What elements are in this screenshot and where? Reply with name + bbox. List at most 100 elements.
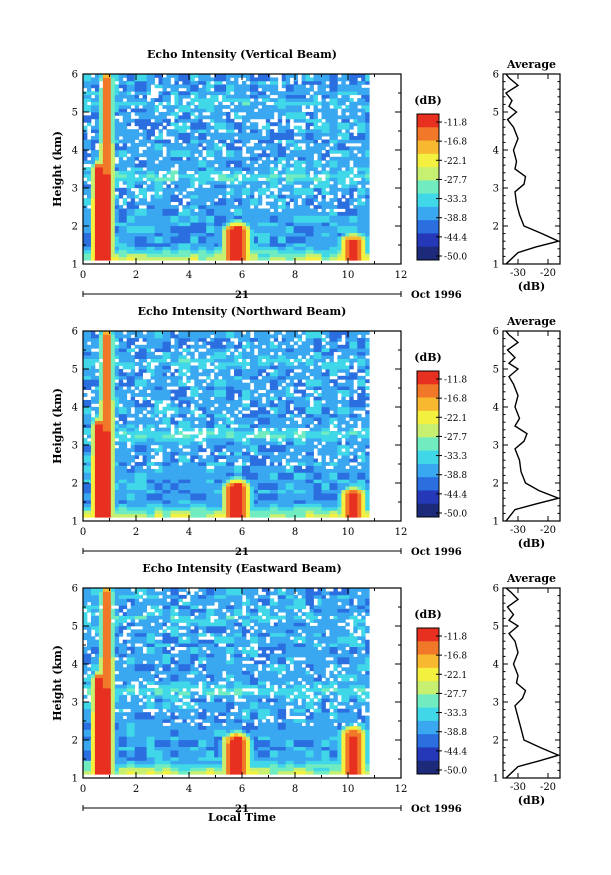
x-tick-label: 2 xyxy=(133,527,139,538)
profile-frame xyxy=(502,587,561,779)
profile-frame xyxy=(502,330,561,522)
y-tick-label: 4 xyxy=(72,146,78,157)
colorbar-tick-label: -16.8 xyxy=(444,652,467,662)
y-tick-label: 5 xyxy=(72,108,78,119)
colorbar-tick-label: -16.8 xyxy=(444,138,467,148)
profile-x-tick-label: -30 xyxy=(510,782,526,793)
x-tick-label: 10 xyxy=(342,784,355,795)
profile-title: Average xyxy=(506,58,556,71)
profile-panel: Average 1 2 3 4 5 6 -30 -20(dB) xyxy=(493,572,561,807)
colorbar-tick-label: -38.8 xyxy=(444,728,467,738)
colorbar-unit: (dB) xyxy=(414,94,441,107)
profile-y-tick-label: 5 xyxy=(493,365,499,376)
profile-panel: Average 1 2 3 4 5 6 -30 -20(dB) xyxy=(493,58,561,293)
profile-panel: Average 1 2 3 4 5 6 -30 -20(dB) xyxy=(493,315,561,550)
profile-y-tick-label: 1 xyxy=(493,774,499,785)
profile-line xyxy=(505,330,561,522)
profile-y-tick-label: 1 xyxy=(493,517,499,528)
panel-title: Echo Intensity (Vertical Beam) xyxy=(147,48,337,61)
profile-title: Average xyxy=(506,572,556,585)
x-tick-label: 8 xyxy=(292,784,298,795)
date-day-label: 21 xyxy=(235,547,249,558)
colorbar-tick-label: -44.4 xyxy=(444,747,467,757)
colorbar-tick-label: -27.7 xyxy=(444,433,467,443)
y-tick-label: 5 xyxy=(72,622,78,633)
x-tick-label: 6 xyxy=(239,784,245,795)
colorbar-tick-label: -27.7 xyxy=(444,690,467,700)
x-tick-label: 0 xyxy=(80,270,86,281)
y-tick-label: 2 xyxy=(72,222,78,233)
y-tick-label: 5 xyxy=(72,365,78,376)
colorbar-tick-label: -50.0 xyxy=(444,253,467,263)
y-axis-label: Height (km) xyxy=(51,645,64,721)
profile-line xyxy=(505,587,561,779)
profile-y-tick-label: 4 xyxy=(493,146,499,157)
x-tick-label: 12 xyxy=(395,784,408,795)
y-tick-label: 2 xyxy=(72,736,78,747)
x-tick-label: 10 xyxy=(342,527,355,538)
panel-vertical: Echo Intensity (Vertical Beam)0 2 4 6 8 10 121… xyxy=(51,48,561,301)
colorbar-unit: (dB) xyxy=(414,351,441,364)
date-day-label: 21 xyxy=(235,290,249,301)
colorbar: (dB) -11.8 -16.8 -22.1 -27.7 -33.3 -38.8 -44.4 -… xyxy=(414,94,467,263)
profile-x-axis-label: (dB) xyxy=(518,794,545,807)
panel-northward: Echo Intensity (Northward Beam)0 2 4 6 8 10 12… xyxy=(51,305,561,558)
profile-x-tick-label: -20 xyxy=(540,268,556,279)
profile-y-tick-label: 6 xyxy=(493,70,499,81)
profile-y-tick-label: 6 xyxy=(493,327,499,338)
profile-y-tick-label: 1 xyxy=(493,260,499,271)
colorbar-tick-label: -22.1 xyxy=(444,671,467,681)
y-tick-label: 2 xyxy=(72,479,78,490)
colorbar-tick-label: -22.1 xyxy=(444,414,467,424)
colorbar: (dB) -11.8 -16.8 -22.1 -27.7 -33.3 -38.8 -44.4 -… xyxy=(414,351,467,520)
colorbar-tick-label: -22.1 xyxy=(444,157,467,167)
colorbar-tick-label: -11.8 xyxy=(444,633,467,643)
date-suffix-label: Oct 1996 xyxy=(411,547,462,558)
colorbar-tick-label: -44.4 xyxy=(444,490,467,500)
colorbar-tick-label: -33.3 xyxy=(444,452,467,462)
colorbar-tick-label: -38.8 xyxy=(444,214,467,224)
profile-x-axis-label: (dB) xyxy=(518,537,545,550)
panel-title: Echo Intensity (Eastward Beam) xyxy=(142,562,341,575)
x-tick-label: 8 xyxy=(292,527,298,538)
profile-x-tick-label: -20 xyxy=(540,525,556,536)
profile-x-tick-label: -30 xyxy=(510,525,526,536)
x-tick-label: 4 xyxy=(186,784,192,795)
profile-x-tick-label: -20 xyxy=(540,782,556,793)
heatmap-cells xyxy=(83,331,370,518)
colorbar-tick-label: -50.0 xyxy=(444,510,467,520)
x-tick-label: 12 xyxy=(395,270,408,281)
date-suffix-label: Oct 1996 xyxy=(411,804,462,815)
x-tick-label: 2 xyxy=(133,270,139,281)
profile-y-tick-label: 2 xyxy=(493,736,499,747)
profile-y-tick-label: 3 xyxy=(493,441,499,452)
profile-y-tick-label: 6 xyxy=(493,584,499,595)
profile-x-tick-label: -30 xyxy=(510,268,526,279)
y-tick-label: 3 xyxy=(72,698,78,709)
x-tick-label: 8 xyxy=(292,270,298,281)
profile-y-tick-label: 3 xyxy=(493,184,499,195)
profile-frame xyxy=(502,73,561,265)
y-tick-label: 6 xyxy=(72,584,78,595)
x-tick-label: 4 xyxy=(186,527,192,538)
heatmap-cells xyxy=(83,588,370,775)
x-tick-label: 4 xyxy=(186,270,192,281)
profile-y-tick-label: 2 xyxy=(493,479,499,490)
date-day-label: 21 xyxy=(235,804,249,815)
panel-title: Echo Intensity (Northward Beam) xyxy=(138,305,347,318)
x-tick-label: 6 xyxy=(239,527,245,538)
colorbar-tick-label: -38.8 xyxy=(444,471,467,481)
x-axis-label: Local Time xyxy=(208,811,276,824)
x-tick-label: 12 xyxy=(395,527,408,538)
y-tick-label: 3 xyxy=(72,184,78,195)
y-tick-label: 1 xyxy=(72,260,78,271)
date-suffix-label: Oct 1996 xyxy=(411,290,462,301)
x-tick-label: 10 xyxy=(342,270,355,281)
profile-y-tick-label: 5 xyxy=(493,108,499,119)
profile-y-tick-label: 3 xyxy=(493,698,499,709)
colorbar-tick-label: -16.8 xyxy=(444,395,467,405)
x-tick-label: 0 xyxy=(80,784,86,795)
y-tick-label: 4 xyxy=(72,660,78,671)
y-tick-label: 1 xyxy=(72,774,78,785)
